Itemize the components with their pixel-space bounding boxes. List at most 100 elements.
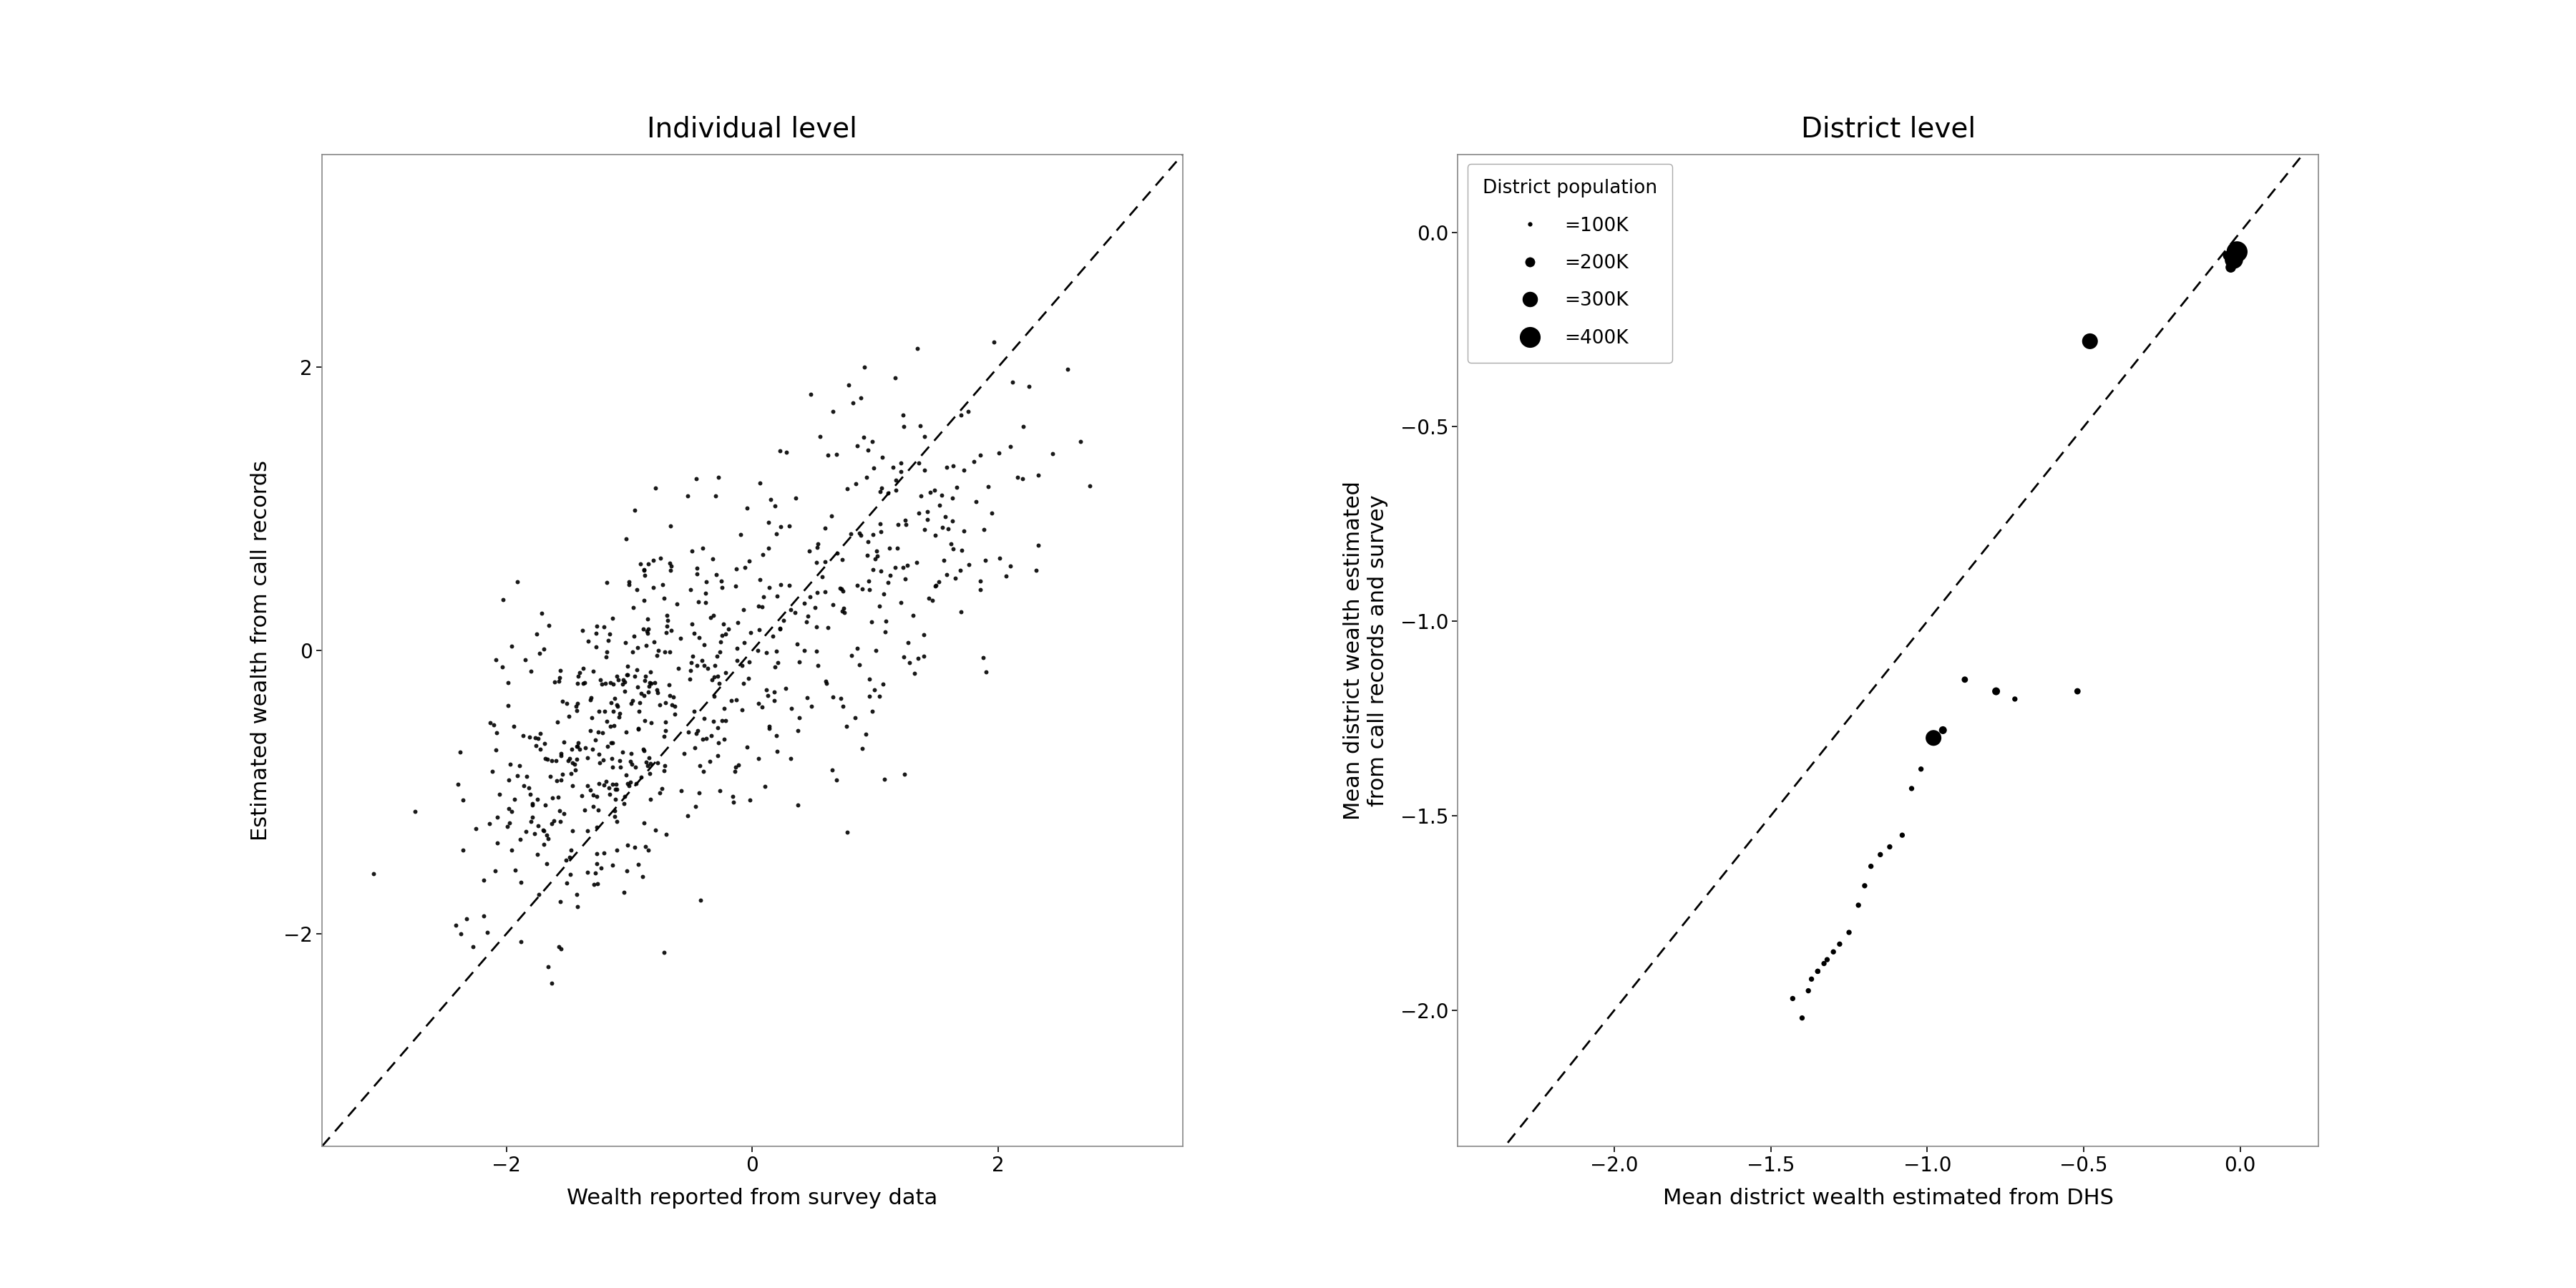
Point (554, 760, 595, 781)
Point (744, 775, 786, 796)
Point (518, 885, 559, 905)
Point (577, 873, 618, 894)
Point (755, 641, 796, 662)
Point (492, 840, 533, 860)
Point (726, 737, 768, 757)
Point (551, 840, 592, 860)
Point (835, 707, 876, 728)
Point (541, 746, 582, 766)
Point (1783, 1007, 1824, 1028)
Point (574, 729, 616, 750)
Point (747, 680, 788, 701)
Point (706, 710, 747, 730)
Point (693, 656, 734, 676)
X-axis label: Wealth reported from survey data: Wealth reported from survey data (567, 1188, 938, 1208)
Point (907, 501, 948, 522)
Point (672, 614, 714, 635)
Point (904, 426, 945, 447)
Point (536, 750, 577, 770)
Point (842, 578, 884, 599)
Point (961, 580, 1002, 600)
Point (394, 801, 435, 822)
Point (848, 580, 889, 600)
Point (796, 582, 837, 603)
Point (631, 712, 672, 733)
Point (600, 751, 641, 772)
Point (876, 367, 917, 388)
Point (518, 844, 559, 864)
Point (510, 784, 551, 805)
Point (510, 726, 551, 747)
Point (845, 724, 886, 744)
Point (644, 726, 685, 747)
Point (518, 643, 559, 663)
Point (799, 533, 840, 554)
Point (811, 401, 853, 421)
Point (489, 753, 531, 774)
Point (690, 725, 732, 746)
Point (618, 692, 659, 712)
Point (582, 842, 623, 863)
Point (621, 554, 662, 574)
Point (837, 574, 878, 595)
Point (693, 549, 734, 569)
Point (595, 694, 636, 715)
Point (793, 598, 835, 618)
Point (621, 684, 662, 705)
Point (580, 701, 621, 721)
Point (647, 616, 688, 636)
Point (899, 502, 940, 523)
Point (644, 720, 685, 741)
Point (714, 761, 755, 782)
Point (827, 478, 868, 498)
Point (608, 835, 649, 855)
Point (755, 657, 796, 677)
Point (546, 850, 587, 871)
Point (961, 444, 1002, 465)
Point (644, 943, 685, 963)
Point (595, 800, 636, 820)
Point (469, 712, 510, 733)
Point (933, 488, 974, 509)
Point (479, 784, 520, 805)
Point (677, 591, 719, 612)
Point (827, 716, 868, 737)
Point (1798, 961, 1839, 981)
Point (647, 824, 688, 845)
Point (677, 558, 719, 578)
Point (603, 670, 644, 690)
Point (489, 636, 531, 657)
Point (587, 572, 629, 592)
Point (541, 743, 582, 764)
Point (721, 600, 762, 621)
Point (590, 748, 631, 769)
Point (799, 426, 840, 447)
Point (2215, 241, 2257, 261)
Point (922, 484, 963, 505)
Point (837, 435, 878, 456)
Point (768, 515, 809, 536)
Point (562, 786, 603, 806)
Point (616, 659, 657, 680)
Point (1914, 728, 1955, 748)
Point (505, 766, 546, 787)
Point (592, 806, 634, 827)
Point (580, 858, 621, 878)
Point (435, 914, 477, 935)
Point (595, 774, 636, 795)
Point (649, 553, 690, 573)
Point (500, 829, 541, 850)
Point (556, 884, 598, 904)
Point (716, 612, 757, 632)
Point (914, 576, 956, 596)
Point (592, 715, 634, 735)
Point (567, 775, 608, 796)
Point (670, 668, 711, 689)
Point (585, 674, 626, 694)
Point (605, 656, 647, 676)
Point (752, 626, 793, 647)
Point (649, 560, 690, 581)
Point (541, 770, 582, 791)
Point (644, 760, 685, 781)
Point (744, 586, 786, 607)
